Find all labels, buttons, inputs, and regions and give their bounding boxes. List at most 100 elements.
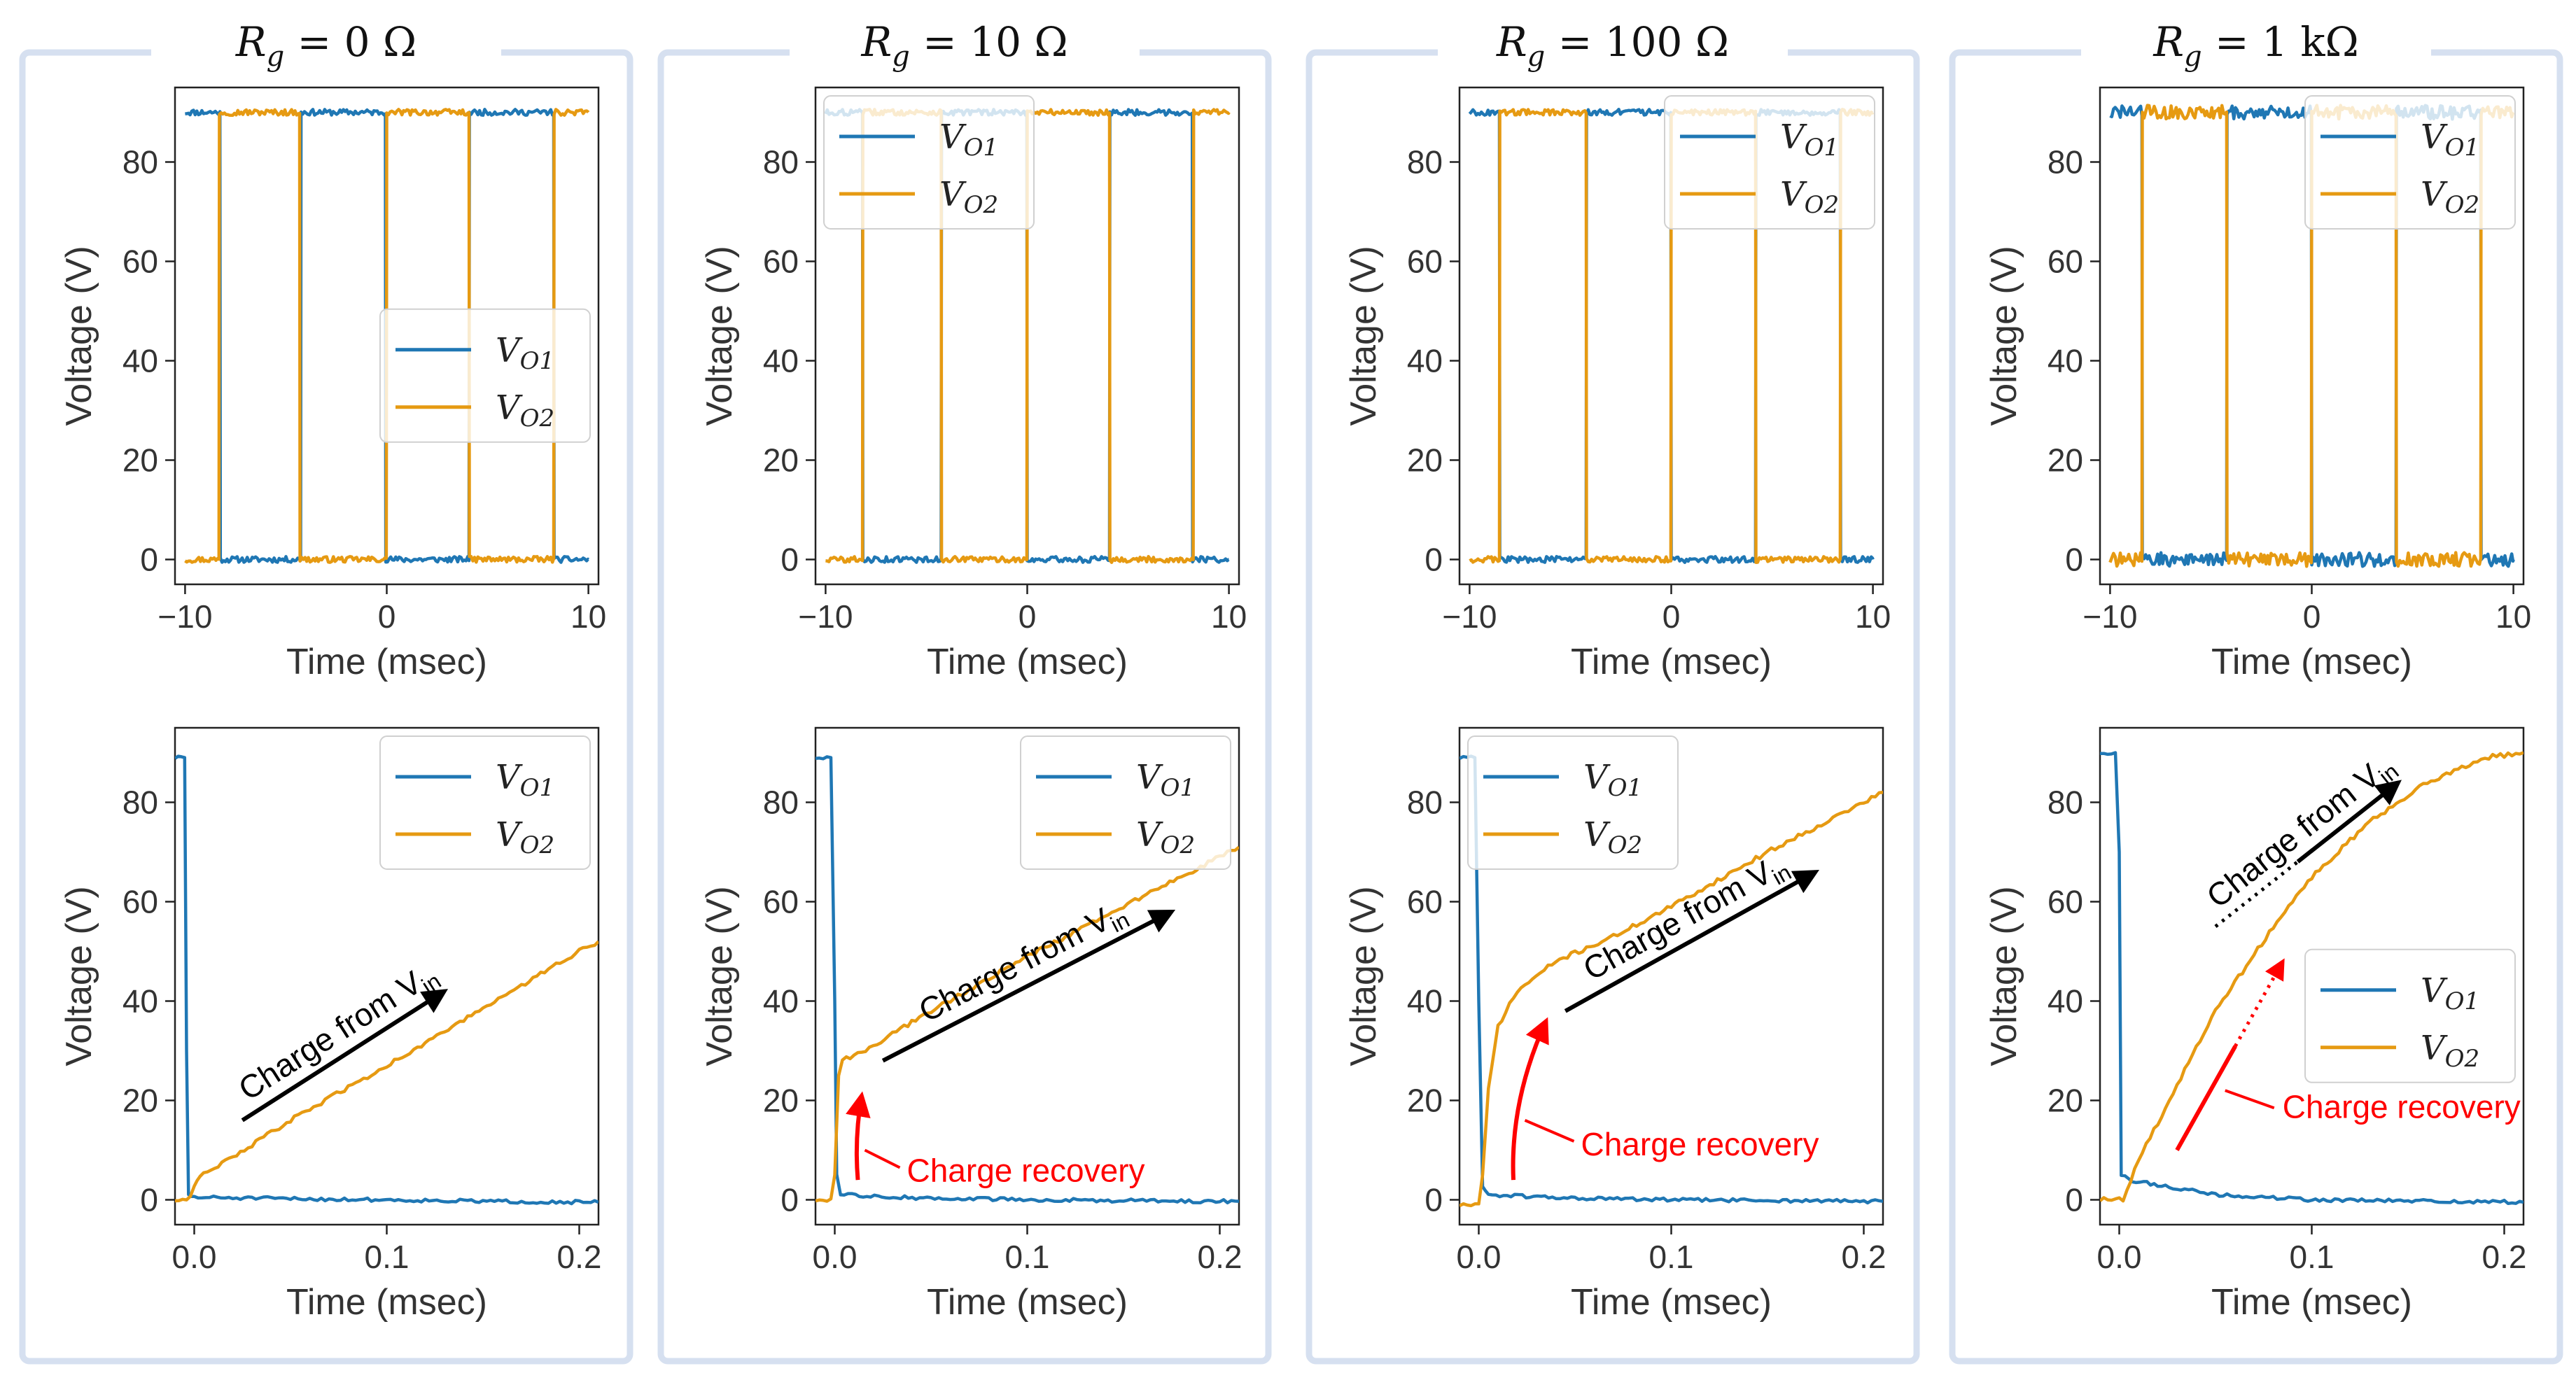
panel-title-symbol: R	[860, 18, 892, 66]
legend-label-sub: O1	[964, 134, 999, 162]
y-tick-label: 80	[122, 144, 158, 181]
legend-label-main: V	[2421, 1029, 2448, 1068]
panel-title-symbol: R	[1496, 18, 1527, 66]
x-tick-label: 0	[2303, 598, 2321, 635]
legend-label-sub: O2	[1805, 191, 1840, 219]
legend-box	[823, 95, 1035, 230]
x-tick-label: 0.2	[1842, 1239, 1886, 1275]
charge-from-label-main: Charge from V	[2199, 756, 2386, 915]
y-tick-label: 0	[2065, 542, 2083, 578]
charge-recovery-pointer	[2225, 1089, 2275, 1110]
y-tick-label: 20	[1407, 442, 1443, 479]
y-tick-label: 80	[1407, 784, 1443, 821]
charge-recovery-label: Charge recovery	[2283, 1088, 2521, 1125]
x-tick-label: 0.2	[557, 1239, 602, 1275]
panel-4: Rg = 1 kΩ	[1949, 14, 2563, 1365]
x-tick-label: 0.1	[1649, 1239, 1694, 1275]
legend-box	[2304, 95, 2516, 230]
legend-label-main: V	[1583, 758, 1611, 797]
panel-title-value: = 100 Ω	[1545, 18, 1729, 66]
charge-recovery-pointer	[864, 1148, 901, 1169]
legend-label-vo2: VO2	[496, 815, 554, 859]
charge-recovery-label: Charge recovery	[1581, 1126, 1819, 1162]
legend-label-main: V	[1136, 758, 1163, 797]
charge-from-label-main: Charge from V	[232, 964, 428, 1107]
legend-label-sub: O2	[520, 404, 555, 432]
y-tick-label: 40	[122, 343, 158, 379]
legend-box	[379, 735, 591, 870]
y-axis-label: Voltage (V)	[1984, 886, 2024, 1066]
legend-label-vo1: VO1	[2421, 971, 2479, 1015]
legend-label-sub: O1	[1161, 774, 1196, 802]
legend-label-vo2: VO2	[2421, 1029, 2479, 1073]
charge-from-label-main: Charge from V	[1577, 854, 1778, 987]
y-tick-label: 40	[1407, 343, 1443, 379]
series-vo2-line	[816, 845, 1239, 1203]
x-tick-label: 10	[2496, 598, 2531, 635]
legend-label-sub: O1	[2445, 987, 2480, 1015]
charge-from-arrow	[2296, 780, 2402, 864]
panel-title-subscript: g	[2184, 41, 2202, 73]
x-axis-label: Time (msec)	[286, 642, 487, 682]
y-tick-label: 80	[2047, 784, 2083, 821]
series-vo2-line	[175, 940, 598, 1203]
legend-label-main: V	[939, 118, 967, 157]
x-tick-label: 0.1	[1005, 1239, 1050, 1275]
panel-title-value: = 10 Ω	[910, 18, 1068, 66]
series-vo2-line	[2100, 751, 2524, 1203]
charge-recovery-annotation: Charge recovery	[1511, 1017, 1819, 1181]
legend-box	[1467, 735, 1679, 870]
plot-bottom-2: 0 20 40 60 80 0.0 0.1 0.2 Time (msec) Voltage (V)…	[699, 726, 1242, 1323]
y-axis-label: Voltage (V)	[1343, 886, 1384, 1066]
charge-from-label-main: Charge from V	[913, 901, 1116, 1029]
legend-label-sub: O2	[964, 191, 999, 219]
panel-title-bg	[790, 14, 1140, 70]
y-axis-label: Voltage (V)	[1343, 246, 1384, 425]
x-tick-label: −10	[798, 598, 853, 635]
panel-title-value: = 0 Ω	[284, 18, 416, 66]
y-tick-label: 0	[1424, 542, 1443, 578]
charge-recovery-annotation: Charge recovery	[2175, 958, 2521, 1151]
x-axis-label: Time (msec)	[1571, 1282, 1772, 1323]
plot-bottom-1: 0 20 40 60 80 0.0 0.1 0.2 Time (msec) Voltage (V)…	[59, 726, 602, 1323]
legend-label-vo2: VO2	[1136, 815, 1195, 859]
y-tick-label: 40	[763, 983, 799, 1020]
legend-label-main: V	[496, 331, 523, 370]
legend-label-main: V	[2421, 971, 2448, 1011]
y-tick-label: 20	[1407, 1083, 1443, 1119]
series-vo1-line	[185, 108, 590, 564]
y-tick-label: 80	[2047, 144, 2083, 181]
charge-from-arrow	[241, 989, 449, 1122]
charge-from-label: Charge from Vin	[232, 955, 445, 1111]
x-tick-label: 0.0	[172, 1239, 217, 1275]
legend-label-vo1: VO1	[939, 118, 998, 162]
y-tick-label: 60	[763, 244, 799, 280]
x-tick-label: 0	[378, 598, 396, 635]
y-tick-label: 40	[763, 343, 799, 379]
series-vo2-line	[1469, 108, 1875, 564]
charge-from-arrow	[1564, 869, 1819, 1013]
x-tick-label: 0.1	[2290, 1239, 2334, 1275]
charge-from-dotted-line	[2214, 860, 2300, 928]
x-axis-label: Time (msec)	[927, 1282, 1128, 1323]
legend-label-sub: O1	[520, 774, 555, 802]
y-axis-label: Voltage (V)	[699, 246, 740, 425]
x-axis-label: Time (msec)	[927, 642, 1128, 682]
y-tick-label: 20	[122, 442, 158, 479]
legend-label-sub: O2	[2445, 191, 2480, 219]
panel-title: Rg = 10 Ω	[860, 18, 1068, 73]
legend-label-main: V	[496, 388, 523, 428]
legend-label-main: V	[1583, 815, 1611, 854]
y-axis-label: Voltage (V)	[59, 246, 99, 425]
legend-box	[1020, 735, 1231, 870]
legend-label-vo2: VO2	[1583, 815, 1642, 859]
charge-recovery-pointer	[1524, 1119, 1575, 1143]
legend-label-vo1: VO1	[1136, 758, 1195, 802]
y-tick-label: 60	[122, 244, 158, 280]
x-axis-label: Time (msec)	[1571, 642, 1772, 682]
charge-from-label: Charge from Vin	[2199, 746, 2403, 919]
